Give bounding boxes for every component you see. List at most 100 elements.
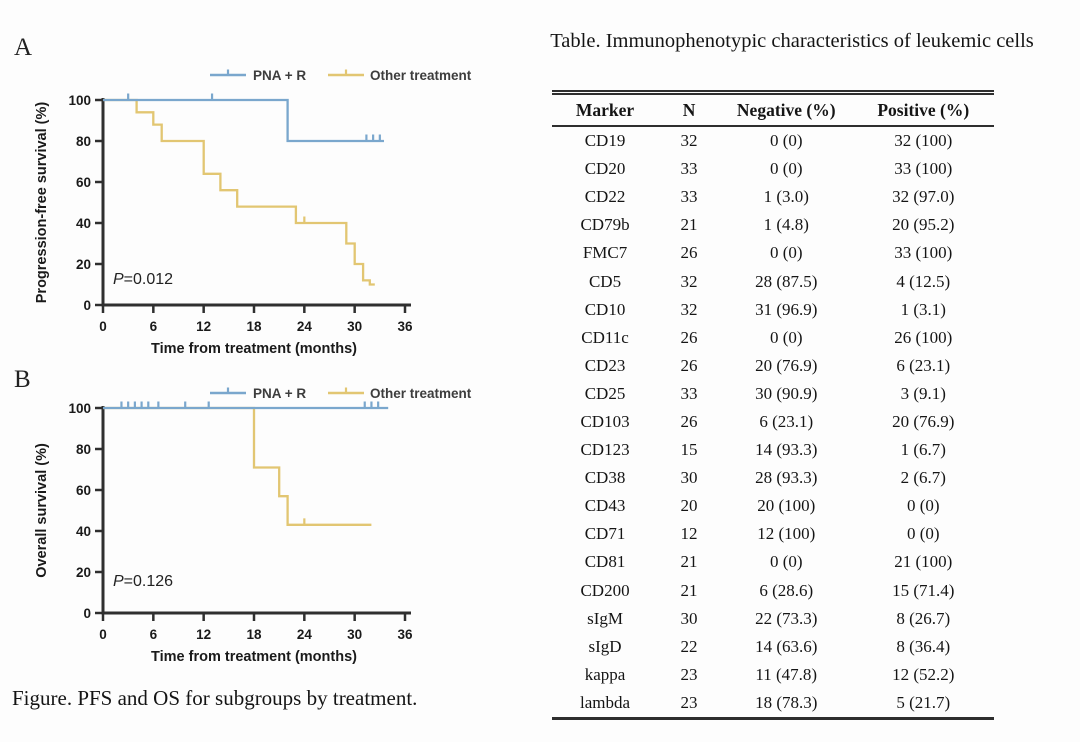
x-tick-label: 6 [150,319,158,334]
table-cell: 1 (3.0) [763,187,809,207]
p-value-label: P=0.012 [113,271,173,288]
os-kaplan-meier-chart: 0 20 40 60 80 100 0 6 12 18 24 30 36 Overall survival… [34,386,472,665]
table-cell: lambda [580,692,631,712]
table-cell: CD43 [584,496,626,516]
y-tick-label: 20 [76,565,91,580]
table-cell: 18 (78.3) [755,692,818,712]
table-cell: 33 [680,383,698,403]
x-tick-label: 36 [397,319,413,334]
y-tick-label: 80 [76,134,91,149]
table-row: CD22 33 1 (3.0) 32 (97.0) [552,183,994,211]
table-cell: 30 [680,608,698,628]
table-cell: 20 [680,496,698,516]
table-cell: 31 (96.9) [755,299,818,319]
y-tick-label: 40 [76,524,91,539]
y-tick-label: 60 [76,175,91,190]
table-row: CD19 32 0 (0) 32 (100) [552,126,994,155]
y-axis-title: Progression-free survival (%) [34,102,50,304]
survival-curve [103,98,384,143]
table-row: FMC7 26 0 (0) 33 (100) [552,239,994,267]
table-cell: 5 (21.7) [896,692,951,712]
table-cell: 33 [680,159,698,179]
table-cell: 3 (9.1) [900,383,946,403]
table-cell: CD23 [584,355,626,375]
table-row: CD25 33 30 (90.9) 3 (9.1) [552,380,994,408]
legend-label: Other treatment [370,386,472,401]
table-cell: CD20 [584,159,626,179]
table-cell: 30 [680,468,698,488]
table-cell: 14 (93.3) [755,440,818,460]
table-cell: 15 (71.4) [892,580,955,600]
table-row: kappa 23 11 (47.8) 12 (52.2) [552,661,994,689]
x-tick-label: 6 [150,627,158,642]
table-cell: 12 (100) [757,524,816,544]
table-cell: 21 [680,580,698,600]
table-cell: CD81 [584,552,626,572]
x-tick-label: 30 [347,319,362,334]
table-cell: 33 [680,187,698,207]
x-tick-label: 12 [196,319,211,334]
y-tick-label: 20 [76,257,91,272]
y-tick-label: 80 [76,442,91,457]
table-header: Marker N Negative (%) Positive (%) [552,92,994,127]
table-row: CD123 15 14 (93.3) 1 (6.7) [552,436,994,464]
x-tick-label: 18 [246,627,262,642]
table-row: sIgD 22 14 (63.6) 8 (36.4) [552,633,994,661]
table-cell: 28 (93.3) [755,468,818,488]
table-cell: 28 (87.5) [755,271,818,291]
table-cell: 1 (6.7) [900,440,946,460]
table-cell: kappa [584,664,626,684]
table-cell: 0 (0) [906,496,940,516]
table-cell: 21 [680,552,698,572]
pfs-kaplan-meier-chart: 0 20 40 60 80 100 0 6 12 18 24 30 36 Progression-free… [34,68,472,357]
table-cell: CD11c [581,327,629,347]
table-cell: 26 [680,411,698,431]
table-row: CD20 33 0 (0) 33 (100) [552,155,994,183]
table-row: sIgM 30 22 (73.3) 8 (26.7) [552,605,994,633]
table-cell: CD5 [588,271,622,291]
table-cell: 12 [680,524,698,544]
table-cell: CD79b [580,215,630,235]
table-cell: 26 [680,327,698,347]
x-axis-title: Time from treatment (months) [151,341,357,357]
table-cell: 6 (23.1) [759,411,814,431]
column-header: N [658,92,720,127]
table-header-row: Marker N Negative (%) Positive (%) [552,92,994,127]
y-axis-title: Overall survival (%) [34,443,50,578]
y-tick-label: 0 [83,606,91,621]
table-cell: 12 (52.2) [892,664,955,684]
table-cell: CD123 [580,440,630,460]
table-row: CD5 32 28 (87.5) 4 (12.5) [552,267,994,295]
table-cell: 21 (100) [894,552,953,572]
table-row: CD71 12 12 (100) 0 (0) [552,520,994,548]
table-row: CD38 30 28 (93.3) 2 (6.7) [552,464,994,492]
table-cell: CD103 [580,411,630,431]
table-body: CD19 32 0 (0) 32 (100) CD20 33 0 (0) 33 (100) CD… [552,126,994,718]
table-cell: FMC7 [582,243,628,263]
table-cell: 22 (73.3) [755,608,818,628]
table-cell: 1 (3.1) [900,299,946,319]
table-title: Table. Immunophenotypic characteristics … [550,30,1034,52]
table-cell: 20 (76.9) [755,355,818,375]
table-cell: 0 (0) [769,159,803,179]
table-cell: 32 (97.0) [892,187,955,207]
table-row: CD79b 21 1 (4.8) 20 (95.2) [552,211,994,239]
column-header: Marker [552,92,659,127]
table-row: CD43 20 20 (100) 0 (0) [552,492,994,520]
table-cell: 0 (0) [769,131,803,151]
table-cell: 8 (36.4) [896,636,951,656]
table-row: CD200 21 6 (28.6) 15 (71.4) [552,577,994,605]
panel-a-label: A [14,34,33,61]
table-cell: 1 (4.8) [763,215,809,235]
table-row: CD23 26 20 (76.9) 6 (23.1) [552,352,994,380]
legend-label: PNA + R [253,68,306,83]
table-cell: 23 [680,664,698,684]
table-cell: 26 [680,243,698,263]
table-cell: 0 (0) [769,243,803,263]
table-cell: sIgM [587,608,623,628]
table-cell: 20 (76.9) [892,411,955,431]
table-cell: 14 (63.6) [755,636,818,656]
survival-curve [103,98,375,286]
table-cell: 33 (100) [894,159,953,179]
